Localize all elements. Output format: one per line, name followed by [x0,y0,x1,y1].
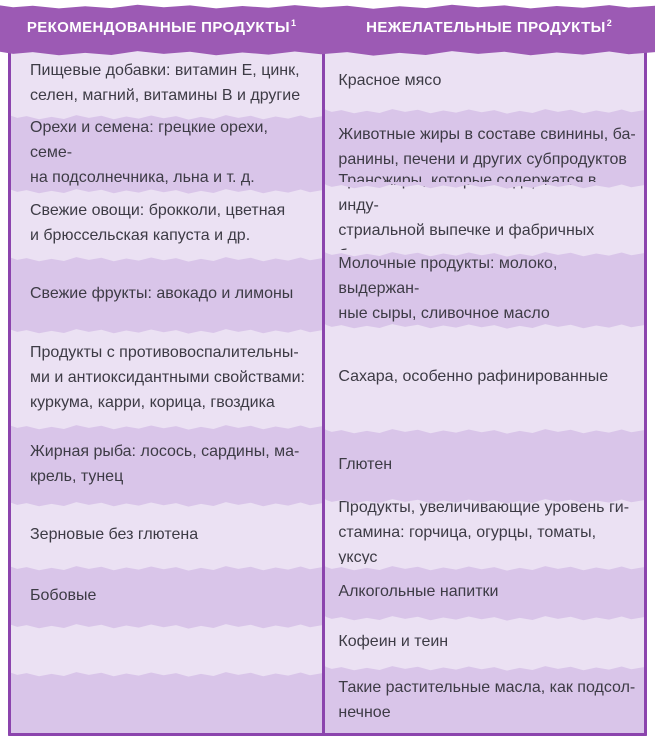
recommended-cell-supplements: Пищевые добавки: витамин Е, цинк, селен,… [11,51,323,115]
column-recommended: Пищевые добавки: витамин Е, цинк, селен,… [11,51,323,733]
recommended-cell-antiinflammatory: Продукты с противовоспалительны- ми и ан… [11,329,323,425]
recommended-cell-empty-1 [11,624,323,672]
table-body: Пищевые добавки: витамин Е, цинк, селен,… [8,51,647,736]
recommended-cell-fruits: Свежие фрукты: авокадо и лимоны [11,257,323,329]
undesirable-cell-vegetable-oils: Такие растительные масла, как подсол- не… [325,666,644,733]
recommended-cell-grains: Зерновые без глютена [11,502,323,566]
undesirable-cell-alcohol: Алкогольные напитки [325,566,644,616]
table-header: РЕКОМЕНДОВАННЫЕ ПРОДУКТЫ 1 НЕЖЕЛАТЕЛЬНЫЕ … [0,4,655,51]
undesirable-cell-trans-fats: Трансжиры, которые содержатся в инду- ст… [325,172,644,264]
recommended-cell-legumes: Бобовые [11,566,323,624]
recommended-cell-nuts-seeds: Орехи и семена: грецкие орехи, семе- на … [11,115,323,189]
undesirable-cell-dairy: Молочные продукты: молоко, выдержан- ные… [325,252,644,324]
header-title-recommended: РЕКОМЕНДОВАННЫЕ ПРОДУКТЫ [26,19,291,36]
header-title-undesirable: НЕЖЕЛАТЕЛЬНЫЕ ПРОДУКТЫ [366,19,606,36]
header-cell-undesirable: НЕЖЕЛАТЕЛЬНЫЕ ПРОДУКТЫ 2 [366,17,613,36]
undesirable-cell-caffeine: Кофеин и теин [325,616,644,666]
recommended-cell-fatty-fish: Жирная рыба: лосось, сардины, ма- крель,… [11,425,323,502]
undesirable-cell-sugars: Сахара, особенно рафинированные [325,324,644,429]
header-cell-recommended: РЕКОМЕНДОВАННЫЕ ПРОДУКТЫ 1 [26,17,297,36]
undesirable-cell-red-meat: Красное мясо [325,51,644,109]
recommended-cell-empty-2 [11,672,323,733]
undesirable-cell-histamine: Продукты, увеличивающие уровень ги- стам… [325,499,644,566]
undesirable-cell-gluten: Глютен [325,429,644,499]
column-undesirable: Красное мясо Животные жиры в составе сви… [322,51,644,733]
recommended-cell-vegetables: Свежие овощи: брокколи, цветная и брюссе… [11,189,323,257]
